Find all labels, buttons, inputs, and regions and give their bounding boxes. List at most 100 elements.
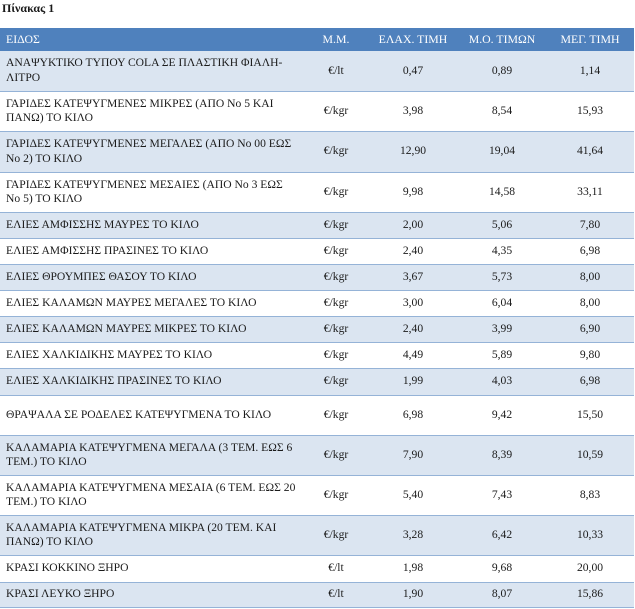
table-row: ΕΛΙΕΣ ΑΜΦΙΣΣΗΣ ΠΡΑΣΙΝΕΣ ΤΟ ΚΙΛΟ €/kgr 2,40… (0, 238, 634, 264)
item-name-cell: ΚΑΛΑΜΑΡΙΑ ΚΑΤΕΨΥΓΜΕΝΑ ΜΕΓΑΛΑ (3 ΤΕΜ. ΕΩΣ… (6, 440, 293, 468)
table-row: ΓΑΡΙΔΕΣ ΚΑΤΕΨΥΓΜΕΝΕΣ ΜΕΓΑΛΕΣ (ΑΠΟ Νο 00 … (0, 131, 634, 172)
min-price-cell: 12,90 (399, 144, 427, 158)
unit-cell: €/lt (328, 561, 344, 575)
unit-cell: €/lt (328, 587, 344, 601)
item-name-cell: ΕΛΙΕΣ ΑΜΦΙΣΣΗΣ ΠΡΑΣΙΝΕΣ ΤΟ ΚΙΛΟ (6, 243, 209, 257)
unit-cell: €/kgr (323, 269, 349, 283)
min-price-cell: 6,98 (402, 407, 424, 421)
item-name-cell: ΑΝΑΨΥΚΤΙΚΟ ΤΥΠΟΥ COLA ΣΕ ΠΛΑΣΤΙΚΗ ΦΙΑΛΗ-… (6, 56, 283, 84)
table-row: ΕΛΙΕΣ ΚΑΛΑΜΩΝ ΜΑΥΡΕΣ ΜΙΚΡΕΣ ΤΟ ΚΙΛΟ €/kgr… (0, 316, 634, 342)
table-row: ΚΡΑΣΙ ΚΟΚΚΙΝΟ ΞΗΡΟ €/lt 1,98 9,68 20,00 (0, 555, 634, 582)
min-price-cell: 1,90 (402, 587, 424, 601)
max-price-cell: 20,00 (576, 561, 604, 575)
table-row: ΘΡΑΨΑΛΑ ΣΕ ΡΟΔΕΛΕΣ ΚΑΤΕΨΥΓΜΕΝΑ ΤΟ ΚΙΛΟ €/… (0, 395, 634, 435)
min-price-cell: 2,00 (402, 217, 424, 231)
avg-price-cell: 5,06 (491, 217, 513, 231)
avg-price-cell: 6,04 (491, 295, 513, 309)
min-price-cell: 5,40 (402, 487, 424, 501)
avg-price-cell: 8,39 (491, 447, 513, 461)
min-price-cell: 1,98 (402, 561, 424, 575)
item-name-cell: ΕΛΙΕΣ ΑΜΦΙΣΣΗΣ ΜΑΥΡΕΣ ΤΟ ΚΙΛΟ (6, 217, 199, 231)
table-row: ΚΡΑΣΙ ΛΕΥΚΟ ΞΗΡΟ €/lt 1,90 8,07 15,86 (0, 582, 634, 607)
max-price-cell: 7,80 (579, 217, 601, 231)
unit-cell: €/kgr (323, 184, 349, 198)
max-price-cell: 8,00 (579, 295, 601, 309)
column-header-max-price: ΜΕΓ. ΤΙΜΗ (546, 28, 634, 51)
avg-price-cell: 8,07 (491, 587, 513, 601)
unit-cell: €/kgr (323, 243, 349, 257)
table-row: ΚΑΛΑΜΑΡΙΑ ΚΑΤΕΨΥΓΜΕΝΑ ΜΙΚΡΑ (20 ΤΕΜ. ΚΑΙ… (0, 515, 634, 555)
avg-price-cell: 9,42 (491, 407, 513, 421)
item-name-cell: ΕΛΙΕΣ ΧΑΛΚΙΔΙΚΗΣ ΠΡΑΣΙΝΕΣ ΤΟ ΚΙΛΟ (6, 374, 222, 388)
min-price-cell: 3,67 (402, 269, 424, 283)
unit-cell: €/kgr (323, 374, 349, 388)
item-name-cell: ΘΡΑΨΑΛΑ ΣΕ ΡΟΔΕΛΕΣ ΚΑΤΕΨΥΓΜΕΝΑ ΤΟ ΚΙΛΟ (6, 407, 272, 421)
unit-cell: €/kgr (323, 321, 349, 335)
avg-price-cell: 19,04 (488, 144, 516, 158)
avg-price-cell: 3,99 (491, 321, 513, 335)
avg-price-cell: 6,42 (491, 527, 513, 541)
min-price-cell: 7,90 (402, 447, 424, 461)
max-price-cell: 1,14 (579, 63, 601, 77)
max-price-cell: 8,83 (579, 487, 601, 501)
avg-price-cell: 7,43 (491, 487, 513, 501)
unit-cell: €/kgr (323, 527, 349, 541)
table-row: ΚΑΛΑΜΑΡΙΑ ΚΑΤΕΨΥΓΜΕΝΑ ΜΕΓΑΛΑ (3 ΤΕΜ. ΕΩΣ… (0, 435, 634, 475)
avg-price-cell: 5,73 (491, 269, 513, 283)
max-price-cell: 15,93 (576, 103, 604, 117)
min-price-cell: 2,40 (402, 243, 424, 257)
table-row: ΓΑΡΙΔΕΣ ΚΑΤΕΨΥΓΜΕΝΕΣ ΜΙΚΡΕΣ (ΑΠΟ Νο 5 ΚΑ… (0, 91, 634, 131)
unit-cell: €/kgr (323, 447, 349, 461)
min-price-cell: 4,49 (402, 347, 424, 361)
max-price-cell: 10,59 (576, 447, 604, 461)
unit-cell: €/kgr (323, 103, 349, 117)
table-row: ΑΝΑΨΥΚΤΙΚΟ ΤΥΠΟΥ COLA ΣΕ ΠΛΑΣΤΙΚΗ ΦΙΑΛΗ-… (0, 51, 634, 91)
column-header-min-price: ΕΛΑΧ. ΤΙΜΗ (368, 28, 458, 51)
table-row: ΕΛΙΕΣ ΑΜΦΙΣΣΗΣ ΜΑΥΡΕΣ ΤΟ ΚΙΛΟ €/kgr 2,00 5,… (0, 212, 634, 238)
max-price-cell: 15,86 (576, 587, 604, 601)
unit-cell: €/kgr (323, 407, 349, 421)
avg-price-cell: 14,58 (488, 184, 516, 198)
max-price-cell: 6,90 (579, 321, 601, 335)
avg-price-cell: 9,68 (491, 561, 513, 575)
table-row: ΚΑΛΑΜΑΡΙΑ ΚΑΤΕΨΥΓΜΕΝΑ ΜΕΣΑΙΑ (6 ΤΕΜ. ΕΩΣ… (0, 475, 634, 515)
item-name-cell: ΚΑΛΑΜΑΡΙΑ ΚΑΤΕΨΥΓΜΕΝΑ ΜΙΚΡΑ (20 ΤΕΜ. ΚΑΙ… (6, 520, 277, 548)
min-price-cell: 1,99 (402, 374, 424, 388)
avg-price-cell: 4,35 (491, 243, 513, 257)
column-header-avg-price: Μ.Ο. ΤΙΜΩΝ (458, 28, 546, 51)
item-name-cell: ΚΡΑΣΙ ΚΟΚΚΙΝΟ ΞΗΡΟ (6, 561, 129, 575)
max-price-cell: 6,98 (579, 243, 601, 257)
avg-price-cell: 4,03 (491, 374, 513, 388)
max-price-cell: 10,33 (576, 527, 604, 541)
table-caption: Πίνακας 1 (2, 1, 55, 15)
unit-cell: €/kgr (323, 295, 349, 309)
unit-cell: €/lt (328, 63, 344, 77)
unit-cell: €/kgr (323, 217, 349, 231)
column-header-unit: Μ.Μ. (304, 28, 368, 51)
table-row: ΓΑΡΙΔΕΣ ΚΑΤΕΨΥΓΜΕΝΕΣ ΜΕΣΑΙΕΣ (ΑΠΟ Νο 3 Ε… (0, 172, 634, 212)
table-header-row: ΕΙΔΟΣ Μ.Μ. ΕΛΑΧ. ΤΙΜΗ Μ.Ο. ΤΙΜΩΝ ΜΕΓ. ΤΙ… (0, 28, 634, 51)
item-name-cell: ΕΛΙΕΣ ΧΑΛΚΙΔΙΚΗΣ ΜΑΥΡΕΣ ΤΟ ΚΙΛΟ (6, 347, 213, 361)
min-price-cell: 3,98 (402, 103, 424, 117)
avg-price-cell: 8,54 (491, 103, 513, 117)
item-name-cell: ΓΑΡΙΔΕΣ ΚΑΤΕΨΥΓΜΕΝΕΣ ΜΕΣΑΙΕΣ (ΑΠΟ Νο 3 Ε… (6, 177, 283, 205)
min-price-cell: 0,47 (402, 63, 424, 77)
avg-price-cell: 5,89 (491, 347, 513, 361)
avg-price-cell: 0,89 (491, 63, 513, 77)
min-price-cell: 2,40 (402, 321, 424, 335)
max-price-cell: 15,50 (576, 407, 604, 421)
item-name-cell: ΚΑΛΑΜΑΡΙΑ ΚΑΤΕΨΥΓΜΕΝΑ ΜΕΣΑΙΑ (6 ΤΕΜ. ΕΩΣ… (6, 480, 296, 508)
table-row: ΕΛΙΕΣ ΚΑΛΑΜΩΝ ΜΑΥΡΕΣ ΜΕΓΑΛΕΣ ΤΟ ΚΙΛΟ €/kg… (0, 290, 634, 316)
item-name-cell: ΓΑΡΙΔΕΣ ΚΑΤΕΨΥΓΜΕΝΕΣ ΜΙΚΡΕΣ (ΑΠΟ Νο 5 ΚΑ… (6, 96, 274, 124)
min-price-cell: 9,98 (402, 184, 424, 198)
item-name-cell: ΕΛΙΕΣ ΘΡΟΥΜΠΕΣ ΘΑΣΟΥ ΤΟ ΚΙΛΟ (6, 269, 197, 283)
item-name-cell: ΕΛΙΕΣ ΚΑΛΑΜΩΝ ΜΑΥΡΕΣ ΜΕΓΑΛΕΣ ΤΟ ΚΙΛΟ (6, 295, 257, 309)
table-row: ΕΛΙΕΣ ΧΑΛΚΙΔΙΚΗΣ ΠΡΑΣΙΝΕΣ ΤΟ ΚΙΛΟ €/kgr 1,… (0, 368, 634, 395)
min-price-cell: 3,28 (402, 527, 424, 541)
item-name-cell: ΕΛΙΕΣ ΚΑΛΑΜΩΝ ΜΑΥΡΕΣ ΜΙΚΡΕΣ ΤΟ ΚΙΛΟ (6, 321, 247, 335)
column-header-item: ΕΙΔΟΣ (0, 28, 304, 51)
price-table: ΕΙΔΟΣ Μ.Μ. ΕΛΑΧ. ΤΙΜΗ Μ.Ο. ΤΙΜΩΝ ΜΕΓ. ΤΙ… (0, 28, 634, 608)
unit-cell: €/kgr (323, 487, 349, 501)
max-price-cell: 8,00 (579, 269, 601, 283)
max-price-cell: 33,11 (577, 184, 603, 198)
